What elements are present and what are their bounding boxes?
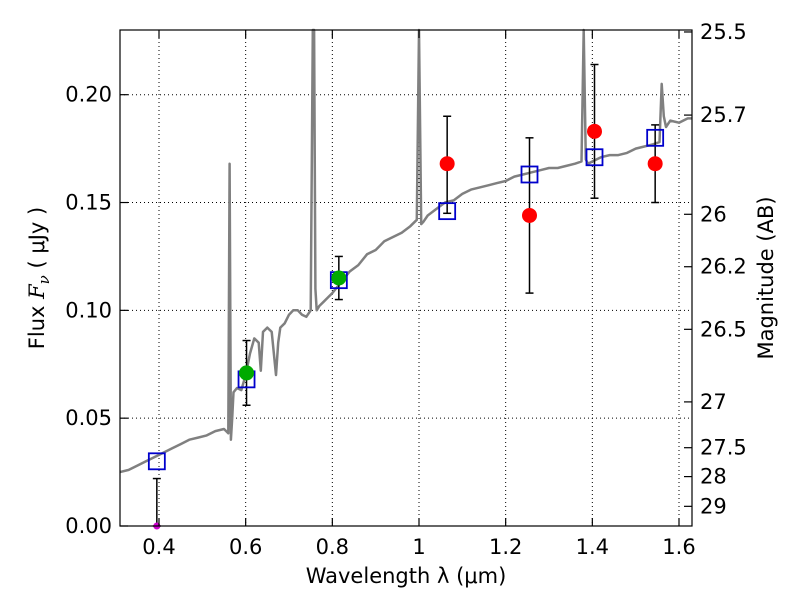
model-band-square bbox=[646, 128, 665, 147]
y-tick-label: 0.15 bbox=[65, 191, 112, 215]
x-tick-label: 1.6 bbox=[662, 535, 695, 559]
model-band-square bbox=[147, 452, 166, 471]
model-band-square bbox=[585, 148, 604, 167]
y-axis-label-units: ( μJy ) bbox=[25, 207, 49, 275]
y2-tick-label: 26 bbox=[700, 202, 727, 226]
data-markers bbox=[147, 123, 665, 530]
y-tick-label: 0.10 bbox=[65, 298, 112, 322]
x-tick-label: 0.8 bbox=[316, 535, 349, 559]
plot-frame bbox=[119, 29, 693, 527]
y2-tick-label: 29 bbox=[700, 494, 727, 518]
x-tick-label: 1.2 bbox=[489, 535, 522, 559]
y2-tick-label: 26.2 bbox=[700, 255, 747, 279]
y-axis-label-subscript: ν bbox=[35, 275, 53, 284]
y-tick-label: 0.20 bbox=[65, 83, 112, 107]
y-tick-label: 0.05 bbox=[65, 406, 112, 430]
y2-tick-label: 27.5 bbox=[700, 436, 747, 460]
model-band-square bbox=[438, 202, 457, 221]
y2-tick-label: 25.5 bbox=[700, 20, 747, 44]
x-tick-label: 1 bbox=[412, 535, 425, 559]
red-observation-point bbox=[522, 207, 537, 223]
red-observation-point bbox=[647, 156, 663, 172]
y-axis-ticks: 0.00 0.05 0.10 0.15 0.20 bbox=[65, 83, 128, 538]
y2-tick-label: 28 bbox=[700, 465, 727, 489]
y2-tick-label: 27 bbox=[700, 390, 727, 414]
x-tick-label: 1.4 bbox=[576, 535, 609, 559]
y-axis-label-prefix: Flux bbox=[25, 299, 49, 349]
y2-tick-label: 25.7 bbox=[700, 103, 747, 127]
red-observation-point bbox=[439, 156, 455, 172]
x-axis-label: Wavelength λ (μm) bbox=[306, 564, 507, 588]
y-tick-label: 0.00 bbox=[65, 514, 112, 538]
y-axis-label-symbol: F bbox=[25, 283, 49, 300]
x-tick-label: 0.4 bbox=[142, 535, 175, 559]
x-axis-ticks: 0.4 0.6 0.8 1 1.2 1.4 1.6 bbox=[142, 30, 696, 559]
y2-tick-label: 26.5 bbox=[700, 317, 747, 341]
model-band-square bbox=[520, 165, 539, 184]
y2-axis-ticks: 25.5 25.7 26 26.2 26.5 27 27.5 28 29 bbox=[684, 20, 747, 518]
model-spectrum bbox=[119, 28, 692, 474]
detection-point bbox=[239, 365, 255, 381]
detection-point bbox=[331, 270, 347, 286]
model-spectrum-line bbox=[119, 28, 692, 474]
x-tick-label: 0.6 bbox=[229, 535, 262, 559]
y-axis-label: Flux Fν ( μJy ) bbox=[25, 207, 53, 349]
y2-axis-label: Magnitude (AB) bbox=[754, 196, 778, 359]
red-observation-point bbox=[587, 123, 602, 139]
